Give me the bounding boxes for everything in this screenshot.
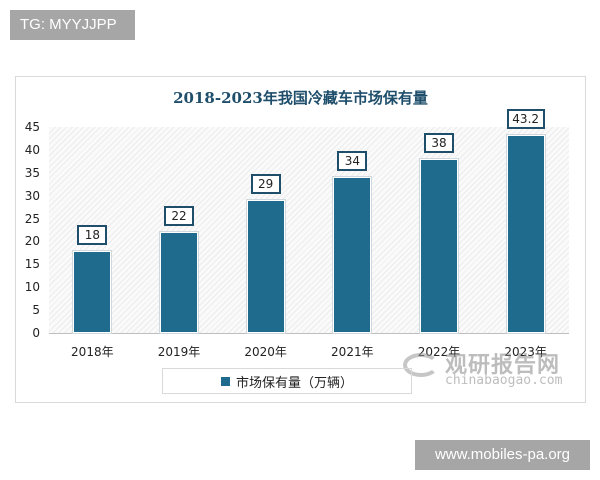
tag-badge: TG: MYYJJPP	[10, 10, 135, 40]
y-tick-label: 0	[32, 326, 40, 340]
y-tick-label: 10	[24, 280, 40, 295]
x-tick-label: 2020年	[244, 345, 287, 359]
bar-value-label: 34	[337, 151, 368, 172]
y-tick-label: 5	[32, 303, 40, 318]
url-badge: www.mobiles-pa.org	[415, 440, 590, 470]
y-tick-label: 20	[24, 234, 40, 249]
x-tick-label: 2019年	[157, 345, 201, 359]
watermark-en: chinabaogao.com	[445, 373, 563, 388]
y-tick-label: 30	[24, 188, 40, 203]
y-tick-label: 45	[24, 120, 40, 134]
y-tick-label: 15	[24, 257, 40, 272]
bar-value-label: 29	[250, 174, 281, 195]
bar-value-label: 18	[77, 224, 108, 245]
bar	[160, 232, 198, 333]
bar	[246, 200, 285, 333]
watermark-cn: 观研报告网	[445, 353, 561, 378]
bar	[333, 177, 372, 333]
x-tick-label: 2023年	[504, 345, 547, 359]
bar-value-label: 43.2	[506, 109, 545, 130]
watermark: 观研报告网 chinabaogao.com	[399, 347, 574, 388]
bar	[420, 159, 458, 333]
y-tick-label: 35	[24, 165, 40, 180]
legend-swatch-icon	[220, 376, 230, 386]
bar-value-label: 38	[424, 133, 454, 154]
legend: 市场保有量（万辆）	[162, 368, 412, 394]
y-tick-label: 40	[24, 142, 40, 157]
legend-label: 市场保有量（万辆）	[235, 375, 353, 391]
chart-frame: 2018-2023年我国冷藏车市场保有量 0 5 10 15 20 25 30 35 40 45 …	[15, 76, 586, 403]
x-axis-line	[49, 333, 569, 334]
bar-value-label: 22	[164, 206, 194, 227]
watermark-logo-icon	[403, 353, 439, 377]
bar	[506, 135, 545, 333]
x-tick-label: 2018年	[71, 345, 114, 359]
y-tick-label: 25	[24, 211, 40, 226]
x-tick-label: 2021年	[331, 345, 374, 359]
chart-title: 2018-2023年我国冷藏车市场保有量	[173, 89, 428, 107]
plot-area	[49, 127, 569, 333]
bar	[73, 250, 112, 333]
